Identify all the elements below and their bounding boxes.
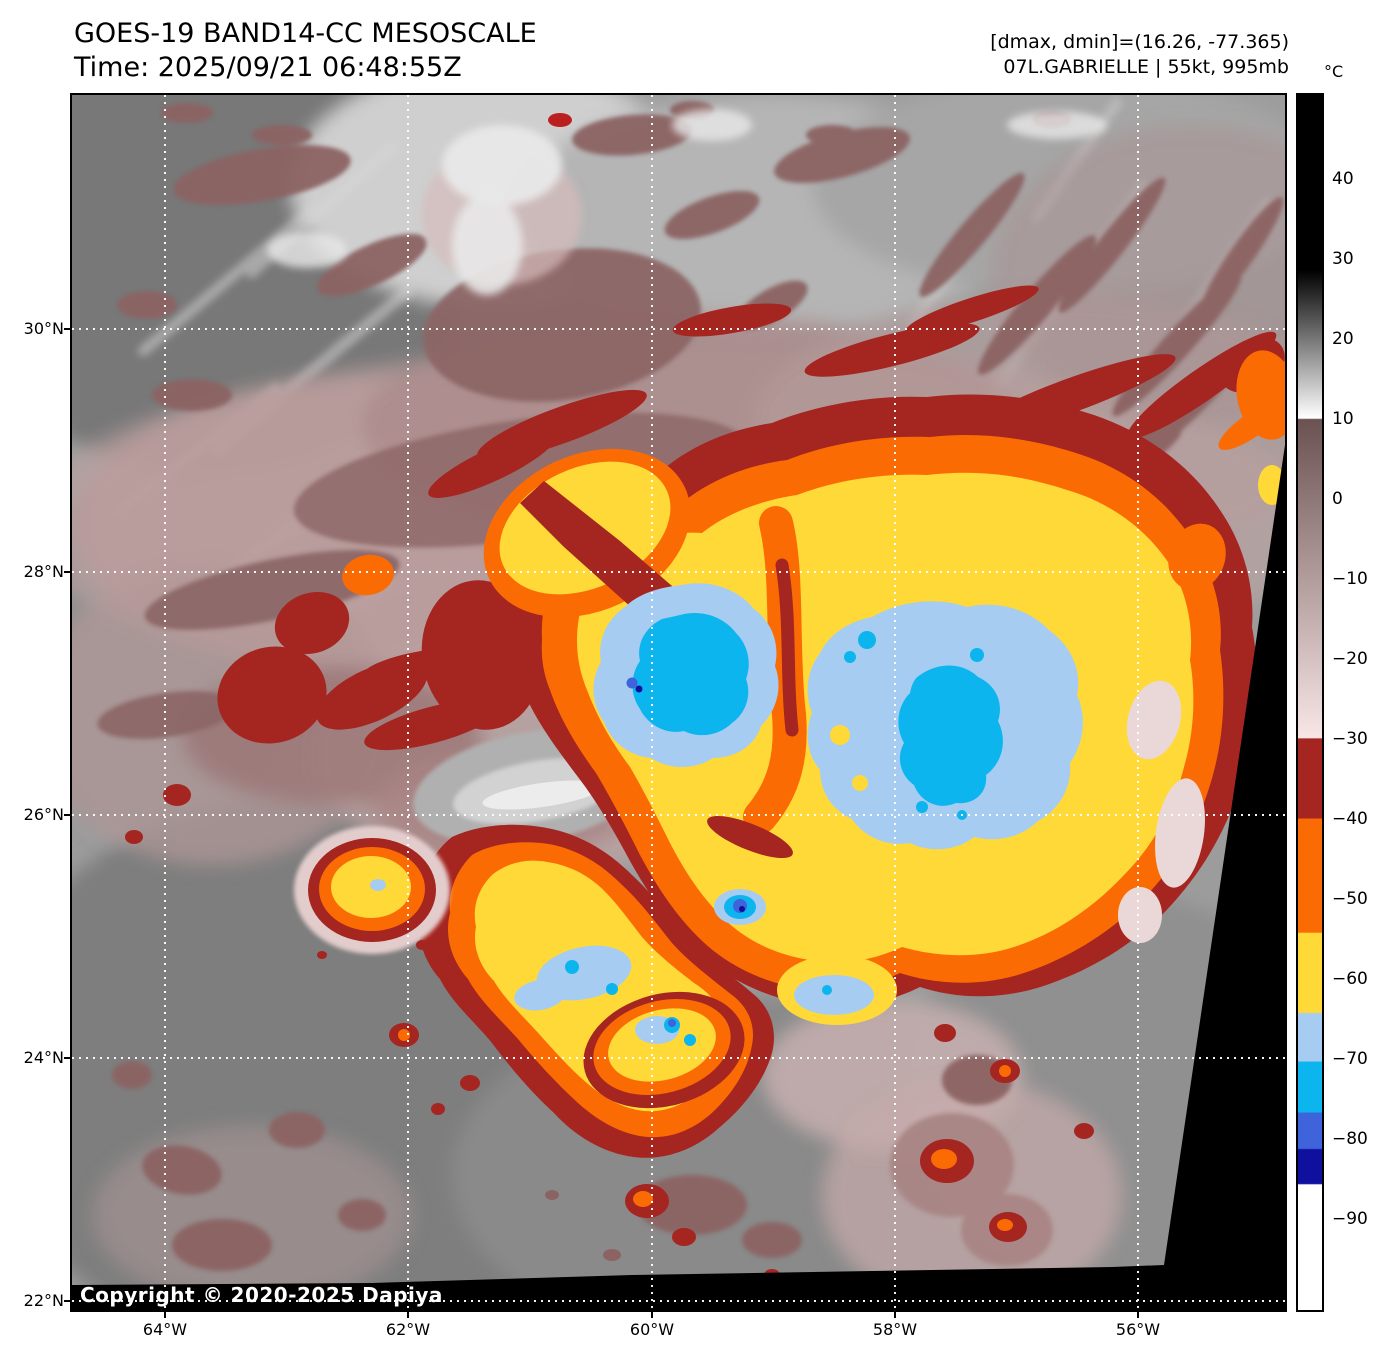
bright-cloud-cells (267, 109, 1107, 295)
lon-label: 62°W (385, 1320, 431, 1339)
lat-tick (64, 1300, 70, 1302)
east-pink-patches (1118, 523, 1226, 943)
lat-label: 22°N (23, 1291, 64, 1310)
west-isolated-cell (294, 826, 450, 954)
colorbar-tick-label: −40 (1332, 809, 1368, 829)
colorbar-tick-label: 30 (1332, 249, 1354, 269)
lon-label: 60°W (629, 1320, 675, 1339)
colorbar-tick-label: −60 (1332, 969, 1368, 989)
colorbar-tick-label: −20 (1332, 649, 1368, 669)
storm-info-label: 07L.GABRIELLE | 55kt, 995mb (1003, 56, 1289, 78)
colorbar-tick-label: 20 (1332, 329, 1354, 349)
lon-label: 58°W (872, 1320, 918, 1339)
lat-tick (64, 1057, 70, 1059)
colorbar-tick-label: −50 (1332, 889, 1368, 909)
lat-tick (64, 814, 70, 816)
south-complex (418, 824, 774, 1158)
colorbar-tick-label: −30 (1332, 729, 1368, 749)
temperature-colorbar (1296, 93, 1324, 1312)
data-range-label: [dmax, dmin]=(16.26, -77.365) (990, 31, 1289, 53)
lon-tick (894, 1312, 896, 1318)
east-coldest-mass (714, 601, 1083, 1015)
colorbar-tick-label: −70 (1332, 1049, 1368, 1069)
colorbar-tick-label: −80 (1332, 1129, 1368, 1149)
scattered-cells (125, 113, 1094, 1310)
copyright-label: Copyright © 2020-2025 Dapiya (80, 1283, 443, 1307)
lat-label: 26°N (23, 805, 64, 824)
page-title: GOES-19 BAND14-CC MESOSCALE (74, 18, 537, 49)
lon-label: 64°W (142, 1320, 188, 1339)
lat-label: 30°N (23, 319, 64, 338)
lon-tick (164, 1312, 166, 1318)
lat-tick (64, 328, 70, 330)
lat-label: 24°N (23, 1048, 64, 1067)
colorbar-unit-label: °C (1324, 62, 1344, 81)
lat-label: 28°N (23, 562, 64, 581)
colorbar-tick-label: −10 (1332, 569, 1368, 589)
colorbar-tick-label: 0 (1332, 489, 1343, 509)
colorbar-tick-label: 40 (1332, 169, 1354, 189)
lon-tick (1137, 1312, 1139, 1318)
timestamp: Time: 2025/09/21 06:48:55Z (74, 52, 462, 83)
colorbar-tick-label: 10 (1332, 409, 1354, 429)
lon-tick (651, 1312, 653, 1318)
eye-region (593, 583, 779, 767)
lat-tick (64, 571, 70, 573)
satellite-imagery (72, 95, 1285, 1310)
lon-tick (407, 1312, 409, 1318)
colorbar-tick-label: −90 (1332, 1209, 1368, 1229)
lon-label: 56°W (1115, 1320, 1161, 1339)
satellite-map-panel: Copyright © 2020-2025 Dapiya (70, 93, 1287, 1312)
inner-moat-band (707, 506, 807, 859)
